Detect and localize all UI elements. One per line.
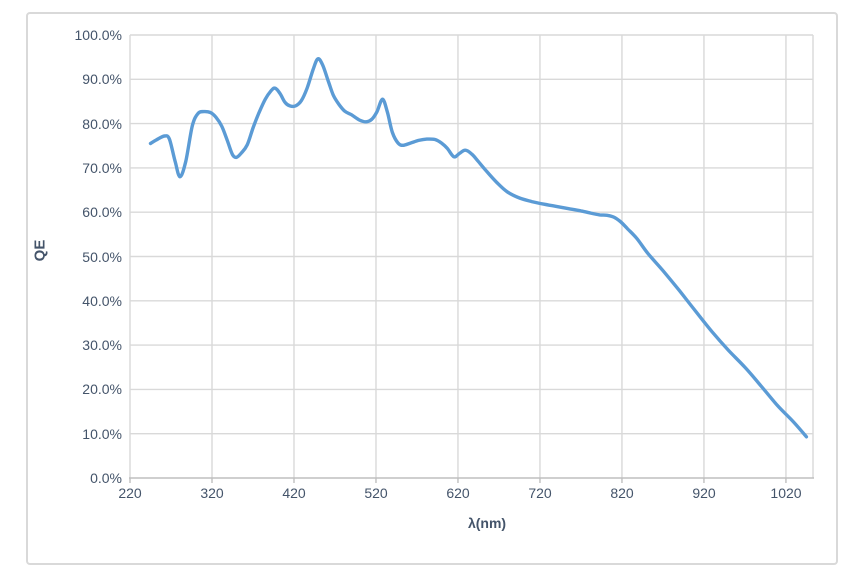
x-tick-label: 520: [364, 485, 388, 501]
x-tick-label: 420: [282, 485, 306, 501]
x-tick-label: 320: [200, 485, 224, 501]
y-tick-label: 60.0%: [82, 204, 122, 220]
y-axis-title: QE: [31, 239, 49, 262]
x-tick-label: 720: [528, 485, 552, 501]
y-tick-label: 40.0%: [82, 293, 122, 309]
gridlines: [129, 34, 814, 478]
x-tick-label: 920: [692, 485, 716, 501]
y-tick-label: 80.0%: [82, 116, 122, 132]
chart-border-frame: [26, 12, 838, 565]
y-tick-label: 0.0%: [90, 470, 122, 486]
y-tick-label: 50.0%: [82, 249, 122, 265]
x-tick-label: 620: [446, 485, 470, 501]
y-tick-label: 20.0%: [82, 381, 122, 397]
y-tick-label: 10.0%: [82, 426, 122, 442]
x-axis-title: λ(nm): [467, 515, 507, 531]
y-tick-label: 100.0%: [74, 27, 122, 43]
y-tick-label: 30.0%: [82, 337, 122, 353]
qe-series-line: [148, 57, 809, 439]
y-tick-label: 90.0%: [82, 71, 122, 87]
y-tick-label: 70.0%: [82, 160, 122, 176]
x-tick-label: 820: [610, 485, 634, 501]
x-tick-label: 220: [118, 485, 142, 501]
x-tick-label: 1020: [770, 485, 802, 501]
x-axis-line: [129, 477, 814, 483]
